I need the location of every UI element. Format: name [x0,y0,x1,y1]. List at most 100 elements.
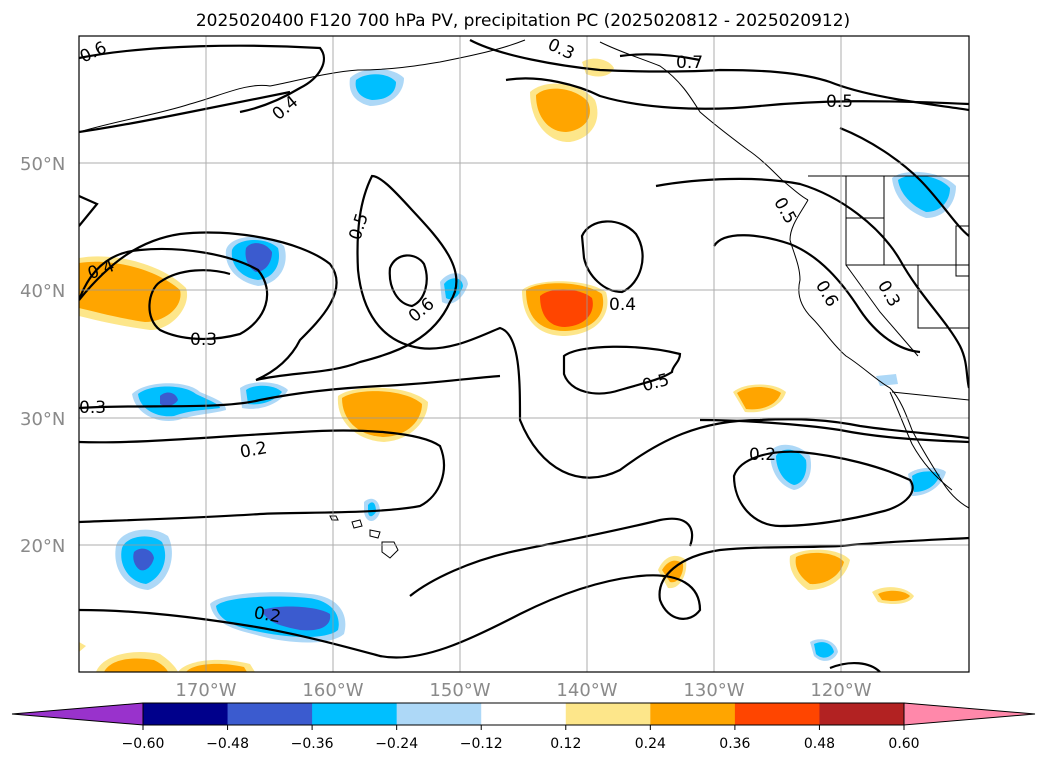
contour-label: 0.5 [826,92,853,112]
pv-contour-0.6-closed [388,254,428,308]
negative-anomaly-patch [912,471,940,492]
colorbar-tick-label: 0.12 [550,736,581,752]
pv-contour-0.6 [79,44,326,114]
negative-anomaly-patch [776,449,807,485]
figure-title: 2025020400 F120 700 hPa PV, precipitatio… [196,11,850,31]
contour-label: 0.2 [252,603,282,627]
pv-contour-0.2-south-2 [409,517,694,597]
negative-anomaly-patch [245,243,272,272]
map-panel: 0.6 0.7 0.5 0.4 0.3 0.5 0.6 0.4 0.5 0.3 … [78,35,970,673]
colorbar-extend-low [11,702,144,726]
colorbar-tick-label: −0.36 [291,736,334,752]
colorbar-tick-label: 0.36 [719,736,750,752]
mexico-border [891,391,969,401]
positive-anomaly-patch [79,642,86,652]
pv-contour-0.5 [79,90,291,134]
contour-label: 0.4 [609,295,636,315]
positive-anomaly-patch [737,387,781,410]
negative-anomaly-patch [133,548,154,571]
negative-anomaly-patch [876,374,898,386]
pv-contour-0.6-east [713,234,921,354]
colorbar-tick-label: −0.60 [122,736,165,752]
positive-anomaly-patch [795,552,844,585]
contour-label: 0.3 [190,330,217,350]
negative-anomaly-patch [814,642,834,658]
lon-label-160w: 160°W [302,680,363,701]
contour-label: 0.2 [239,438,269,462]
pv-contour-0.5-east [655,177,969,389]
pv-contour-0.2-east [732,450,914,528]
positive-anomaly-patch [878,590,910,601]
latitude-labels: 50°N 40°N 30°N 20°N [20,154,65,557]
pv-contour-0.7 [619,53,701,62]
pv-contour-0.3-mid [79,374,501,410]
pv-contour-0.5-north [505,77,969,110]
colorbar-tick-label: −0.48 [206,736,249,752]
negative-anomaly-patch [444,278,463,300]
graticule [79,36,969,672]
colorbar-segment [312,703,398,725]
colorbar-segment [819,703,905,725]
negative-anomaly-patch [368,502,376,517]
contour-label: 0.7 [676,53,703,73]
negative-anomaly-patch [246,385,282,405]
colorbar-segment [143,703,229,725]
positive-anomaly-patch [104,658,168,672]
negative-anomaly-patch [160,392,178,407]
positive-anomaly-patch [79,261,181,322]
lat-label-30n: 30°N [20,409,65,430]
colorbar-tick-label: 0.60 [888,736,919,752]
lon-label-120w: 120°W [810,680,871,701]
longitude-labels: 170°W 160°W 150°W 140°W 130°W 120°W [175,680,871,701]
pv-contour-0.4 [79,174,969,479]
colorbar-tick-label: −0.12 [460,736,503,752]
lat-label-20n: 20°N [20,536,65,557]
positive-anomaly-patch [540,289,593,327]
negative-anomaly-patch [898,175,950,212]
pv-contour-0.4-closed [580,220,644,294]
lon-label-130w: 130°W [683,680,744,701]
colorbar-segment [396,703,482,725]
colorbar-tick-label: 0.24 [635,736,666,752]
lat-label-50n: 50°N [20,154,65,175]
colorbar-frame [142,702,905,726]
positive-anomaly-patch [536,88,590,132]
map-frame [78,35,970,673]
us-west-coastline [789,199,969,509]
state-border [955,225,969,277]
shading-layer [79,58,956,672]
colorbar-segment [650,703,736,725]
lon-label-140w: 140°W [556,680,617,701]
colorbar-extend-high [903,702,1036,726]
colorbar-segment [481,703,567,725]
pv-contour-layer [79,39,969,672]
colorbar-tick-label: −0.24 [375,736,418,752]
negative-anomaly-patch [138,386,220,417]
pv-contour-0.3-south [829,662,881,672]
lon-label-150w: 150°W [429,680,490,701]
lat-label-40n: 40°N [20,281,65,302]
colorbar-segment [227,703,313,725]
positive-anomaly-patch [186,663,247,672]
colorbar-segment [565,703,651,725]
colorbar: −0.60 −0.48 −0.36 −0.24 −0.12 0.12 0.24 0.36 0.4… [11,702,1036,752]
lon-label-170w: 170°W [175,680,236,701]
negative-anomaly-patch [262,606,331,631]
colorbar-tick-label: 0.48 [804,736,835,752]
state-border [845,264,919,357]
baja-coastline [889,391,953,491]
contour-label: 0.3 [79,398,106,418]
pv-contour-0.3-east [839,126,969,237]
negative-anomaly-patch [355,74,396,100]
pv-contour-0.2 [79,429,445,524]
colorbar-segment [734,703,820,725]
pv-contour-0.5-closed [562,345,682,395]
contour-label: 0.2 [749,445,776,465]
hawaii-islands [329,515,399,559]
coastline-layer [79,39,969,559]
positive-anomaly-patch [582,58,614,77]
pv-contour-0.3 [79,194,269,341]
pv-contour-0.6-north [469,39,969,112]
pv-contour-0.3-south-east [699,418,969,444]
